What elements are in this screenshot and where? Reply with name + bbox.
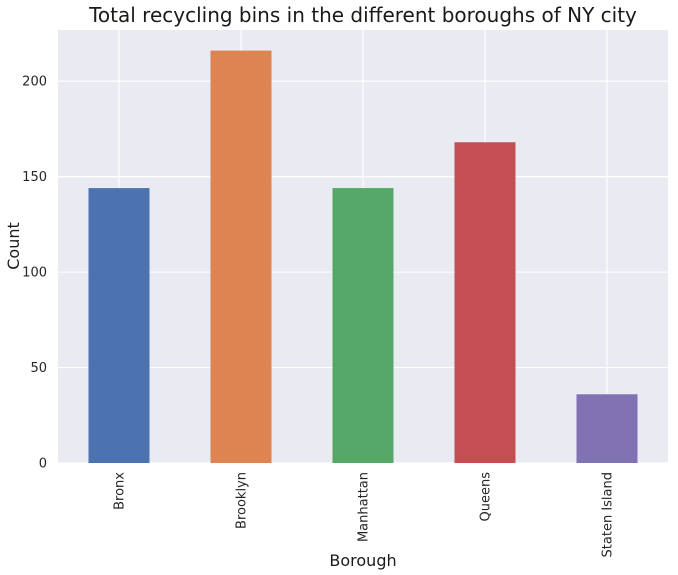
x-tick-label: Queens bbox=[479, 472, 494, 522]
chart-title: Total recycling bins in the different bo… bbox=[88, 3, 637, 27]
y-tick-labels: 0 50 100 150 200 bbox=[22, 75, 47, 472]
y-tick-label: 50 bbox=[30, 361, 47, 376]
x-tick-label: Manhattan bbox=[357, 472, 372, 542]
y-tick-label: 100 bbox=[22, 266, 47, 281]
x-tick-label: Staten Island bbox=[601, 472, 616, 557]
x-tick-labels: Bronx Brooklyn Manhattan Queens Staten Islan… bbox=[113, 472, 616, 558]
bar-manhattan bbox=[332, 188, 394, 464]
bar-brooklyn bbox=[210, 50, 272, 463]
x-axis-label: Borough bbox=[329, 551, 396, 570]
y-tick-label: 0 bbox=[39, 457, 47, 472]
x-tick-label: Brooklyn bbox=[235, 472, 250, 529]
bars bbox=[88, 50, 638, 464]
x-tick-label: Bronx bbox=[113, 472, 128, 510]
y-tick-label: 150 bbox=[22, 170, 47, 185]
y-axis-label: Count bbox=[4, 222, 23, 270]
bar-queens bbox=[454, 142, 516, 463]
y-tick-label: 200 bbox=[22, 75, 47, 90]
bar-bronx bbox=[88, 188, 150, 464]
bar-staten-island bbox=[576, 394, 638, 463]
